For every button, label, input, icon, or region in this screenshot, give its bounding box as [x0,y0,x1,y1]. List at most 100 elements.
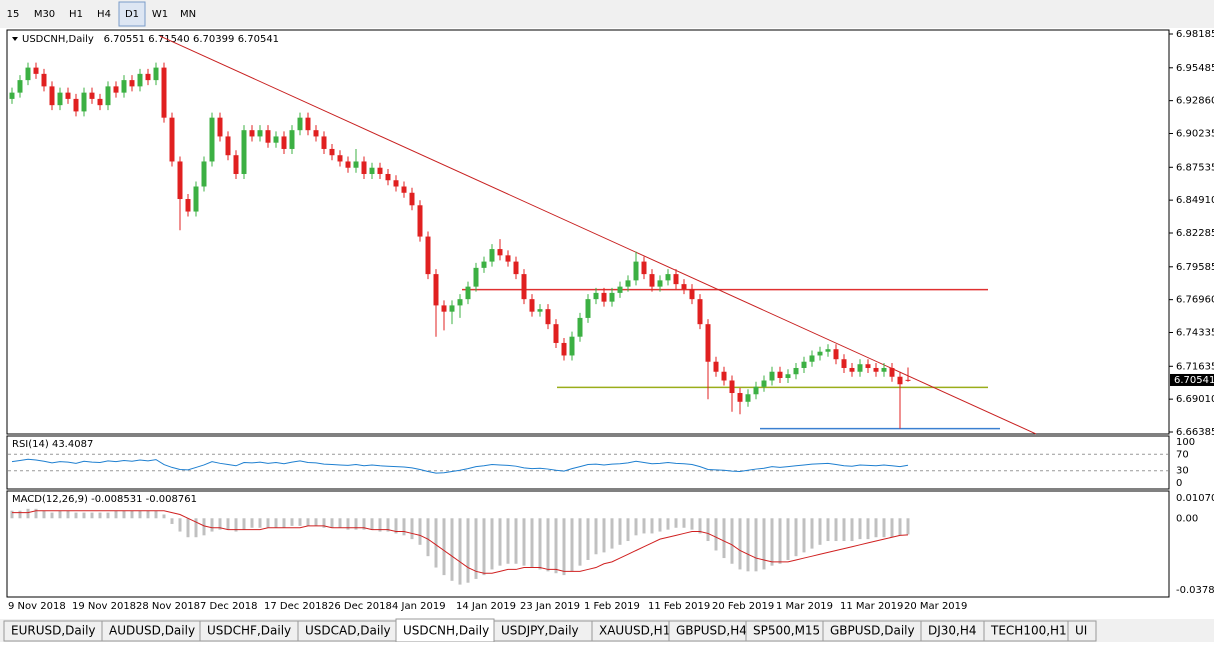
timeframe-button[interactable] [147,2,173,26]
macd-bar [698,518,702,534]
candle-body [729,380,735,394]
y-tick-label: 6.98185 [1176,29,1214,40]
macd-bar [570,518,574,572]
tab-label[interactable]: EURUSD,Daily [11,624,96,638]
candle-body [561,342,567,356]
tab-label[interactable]: XAUUSD,H1 [599,624,670,638]
timeframe-label[interactable]: D1 [125,9,139,20]
timeframe-button[interactable] [118,1,146,27]
tab-label[interactable]: USDCAD,Daily [305,624,391,638]
timeframe-button[interactable] [28,2,61,26]
candle-body [353,161,359,168]
tab-label[interactable]: DJ30,H4 [928,624,977,638]
candle-body [529,299,535,312]
x-tick-label: 11 Feb 2019 [648,601,710,612]
candle-body [857,364,863,372]
tab-label[interactable]: USDCNH,Daily [403,624,489,638]
macd-bar [42,510,46,519]
ohlc-close: 6.70541 [238,34,279,45]
timeframe-label[interactable]: M30 [34,9,55,20]
timeframe-label[interactable]: H4 [97,9,111,20]
candle-body [665,274,671,281]
timeframe-label[interactable]: 15 [7,9,20,20]
macd-tick-label: 0.010709 [1176,493,1214,504]
macd-bar [202,518,206,536]
tab-label[interactable]: TECH100,H1 [990,624,1067,638]
candle-body [473,267,479,287]
timeframe-label[interactable]: H1 [69,9,83,20]
macd-bar [578,518,582,566]
macd-bar [610,518,614,549]
macd-bar [170,518,174,524]
rsi-tick-label: 100 [1176,437,1195,448]
timeframe-button[interactable] [175,2,201,26]
tab[interactable] [1067,620,1097,642]
macd-bar [114,510,118,519]
tab-label[interactable]: USDCHF,Daily [207,624,291,638]
macd-bar [522,518,526,566]
tab-label[interactable]: USDJPY,Daily [501,624,579,638]
macd-bar [186,518,190,538]
macd-bar [410,518,414,540]
timeframe-button[interactable] [63,2,89,26]
x-tick-label: 28 Nov 2018 [136,601,200,612]
candle-body [465,286,471,300]
candle-body [433,274,439,306]
y-tick-label: 6.82285 [1176,228,1214,239]
y-tick-label: 6.69010 [1176,394,1214,405]
candle-body [801,361,807,368]
candle-body [425,236,431,275]
macd-bar [650,518,654,534]
candle-body [617,286,623,293]
macd-bar [98,512,102,519]
candle-body [49,86,55,106]
x-tick-label: 19 Nov 2018 [72,601,136,612]
candle-body [761,380,767,387]
macd-bar [178,518,182,532]
candle-body [305,117,311,131]
timeframe-label[interactable]: MN [180,9,196,20]
tab-label[interactable]: UI [1075,624,1087,638]
candle-body [833,349,839,360]
macd-bar [146,510,150,519]
macd-bar [402,518,406,536]
y-tick-label: 6.74335 [1176,328,1214,339]
macd-bar [690,518,694,530]
macd-bar [682,518,686,528]
candle-body [393,180,399,187]
candle-body [457,299,463,306]
timeframe-button[interactable] [0,2,26,26]
candle-body [577,317,583,337]
timeframe-label[interactable]: W1 [152,9,168,20]
candle-body [233,155,239,174]
candle-body [257,130,263,137]
candle-body [209,117,215,162]
candle-body [385,173,391,181]
timeframe-button[interactable] [91,2,117,26]
tab-label[interactable]: AUDUSD,Daily [109,624,195,638]
candle-body [441,305,447,312]
macd-bar [754,518,758,572]
tab-label[interactable]: GBPUSD,Daily [830,624,915,638]
candle-body [769,371,775,381]
macd-bar [514,518,518,564]
macd-bar [50,512,54,519]
candle-body [641,261,647,275]
candle-body [57,92,63,106]
macd-bar [122,510,126,519]
candle-body [401,186,407,193]
x-tick-label: 20 Feb 2019 [712,601,774,612]
macd-bar [810,518,814,549]
macd-bar [722,518,726,559]
candle-body [73,98,79,112]
candle-body [321,136,327,149]
macd-bar [746,518,750,572]
macd-bar [642,518,646,534]
tab-label[interactable]: SP500,M15 [753,624,820,638]
tab-label[interactable]: GBPUSD,H4 [676,624,747,638]
macd-bar [322,518,326,528]
macd-bar [458,518,462,585]
candle-body [17,80,23,93]
